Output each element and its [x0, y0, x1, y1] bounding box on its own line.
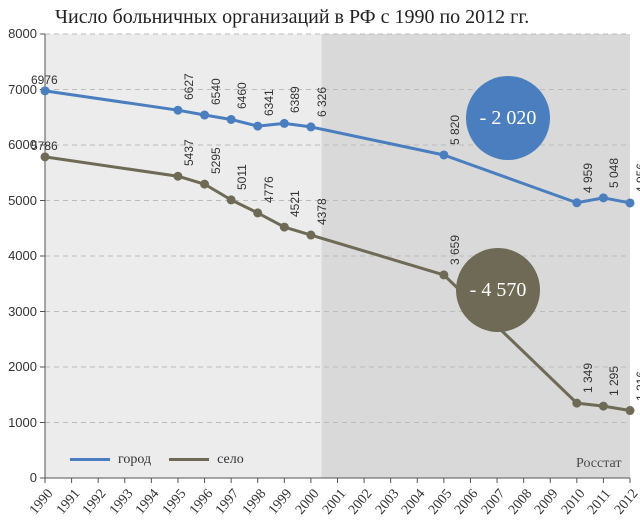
data-point-label: 5437: [182, 140, 196, 167]
data-point-label: 5295: [209, 147, 223, 174]
y-tick-label: 5000: [8, 193, 37, 208]
data-point-label: 1 295: [607, 366, 621, 396]
legend-label: город: [118, 452, 151, 467]
y-tick-label: 8000: [8, 26, 37, 41]
y-tick-label: 0: [30, 470, 37, 485]
data-point-label: 4 959: [581, 163, 595, 193]
badge-city-delta: - 2 020: [466, 76, 550, 160]
chart-title: Число больничных организаций в РФ с 1990…: [55, 6, 529, 29]
data-point-label: 6976: [31, 73, 58, 87]
badge-village-delta: - 4 570: [456, 248, 540, 332]
y-tick-label: 2000: [8, 359, 37, 374]
y-tick-label: 3000: [8, 304, 37, 319]
legend-item: город: [70, 452, 151, 468]
data-point-label: 5011: [235, 164, 249, 190]
data-point-label: 3 659: [448, 235, 462, 265]
data-point-label: 4521: [288, 190, 302, 217]
source-label: Росстат: [576, 456, 621, 472]
y-tick-label: 4000: [8, 248, 37, 263]
data-point-label: 1 216: [634, 370, 640, 400]
data-point-label: 6540: [209, 78, 223, 105]
y-tick-label: 1000: [8, 415, 37, 430]
data-point-label: 6 326: [315, 87, 329, 117]
legend-swatch: [70, 458, 110, 461]
data-point-label: 6460: [235, 83, 249, 110]
legend-item: село: [169, 452, 244, 468]
data-point-label: 4378: [315, 198, 329, 225]
data-point-label: 6389: [288, 87, 302, 114]
data-point-label: 4 956: [634, 163, 640, 193]
hospital-orgs-chart: [0, 0, 640, 522]
data-point-label: 6341: [262, 89, 276, 116]
legend-label: село: [217, 452, 244, 467]
legend: город село: [70, 452, 244, 468]
data-point-label: 5 048: [607, 158, 621, 188]
data-point-label: 4776: [262, 176, 276, 203]
data-point-label: 6627: [182, 73, 196, 100]
data-point-label: 5 820: [448, 115, 462, 145]
data-point-label: 5786: [31, 139, 58, 153]
legend-swatch: [169, 458, 209, 461]
data-point-label: 1 349: [581, 363, 595, 393]
